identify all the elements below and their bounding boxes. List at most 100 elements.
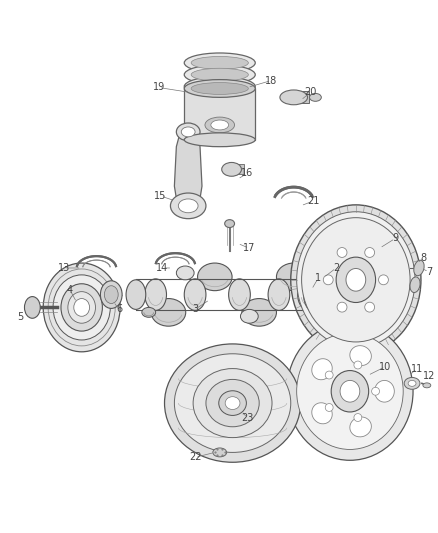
Ellipse shape [219,391,247,415]
Ellipse shape [423,383,431,388]
Ellipse shape [242,298,276,326]
Ellipse shape [408,381,416,386]
Ellipse shape [142,308,155,317]
Circle shape [371,387,379,395]
Ellipse shape [184,79,255,98]
Ellipse shape [53,275,110,340]
Circle shape [354,414,362,422]
Polygon shape [184,88,255,140]
Polygon shape [174,132,202,211]
Ellipse shape [184,65,255,85]
Ellipse shape [181,127,195,137]
Ellipse shape [25,296,40,318]
Ellipse shape [346,269,366,291]
Circle shape [337,247,347,257]
Ellipse shape [374,381,394,402]
Ellipse shape [61,284,102,331]
Ellipse shape [170,193,206,219]
Ellipse shape [206,379,259,427]
Text: 5: 5 [18,312,24,322]
Ellipse shape [184,53,255,72]
Ellipse shape [297,212,415,348]
Ellipse shape [225,220,234,228]
Ellipse shape [178,199,198,213]
Ellipse shape [331,370,369,412]
Ellipse shape [350,346,371,366]
Ellipse shape [312,403,332,424]
Circle shape [323,275,333,285]
Bar [289,92,308,103]
Ellipse shape [184,279,206,310]
Ellipse shape [297,333,403,449]
Circle shape [337,302,347,312]
Text: 11: 11 [411,364,423,374]
Circle shape [354,361,362,369]
Ellipse shape [298,279,319,310]
Circle shape [365,247,374,257]
Text: 15: 15 [154,191,167,201]
Text: 2: 2 [333,263,339,273]
Ellipse shape [74,298,89,316]
Ellipse shape [404,377,420,389]
Ellipse shape [291,205,421,355]
Text: 1: 1 [315,273,321,283]
Ellipse shape [268,279,290,310]
Text: 13: 13 [58,263,70,273]
Ellipse shape [222,163,241,176]
Ellipse shape [100,281,122,309]
Ellipse shape [336,257,375,303]
Ellipse shape [165,344,300,462]
Ellipse shape [287,322,413,461]
Ellipse shape [184,77,255,96]
Text: 14: 14 [156,263,169,273]
Ellipse shape [302,217,410,342]
Ellipse shape [191,68,248,81]
Ellipse shape [193,369,272,438]
Ellipse shape [280,90,307,105]
Circle shape [378,275,389,285]
Text: 8: 8 [421,253,427,263]
Ellipse shape [310,93,321,101]
Ellipse shape [174,354,291,453]
Ellipse shape [191,80,248,93]
Text: 16: 16 [241,168,254,179]
Ellipse shape [340,381,360,402]
Text: 17: 17 [243,243,255,253]
Ellipse shape [350,417,371,437]
Ellipse shape [213,448,226,457]
Text: 22: 22 [189,453,201,462]
Ellipse shape [177,123,200,141]
Text: 18: 18 [265,76,277,86]
Text: 23: 23 [241,413,254,423]
Ellipse shape [145,279,166,310]
Text: 9: 9 [392,233,399,244]
Bar [230,164,244,174]
Ellipse shape [126,280,146,309]
Circle shape [325,403,333,411]
Text: 19: 19 [152,83,165,93]
Ellipse shape [184,133,255,147]
Text: 20: 20 [304,87,317,98]
Ellipse shape [191,83,248,94]
Text: 3: 3 [192,304,198,314]
Text: 12: 12 [423,372,435,382]
Ellipse shape [229,279,251,310]
Text: 4: 4 [67,285,73,295]
Ellipse shape [205,117,234,133]
Ellipse shape [410,277,420,293]
Ellipse shape [304,276,329,313]
Circle shape [325,371,333,379]
Ellipse shape [198,263,232,290]
Ellipse shape [177,266,194,280]
Ellipse shape [191,56,248,69]
Ellipse shape [211,120,229,130]
Text: 7: 7 [426,267,432,277]
Ellipse shape [414,260,424,276]
Ellipse shape [225,397,240,409]
Ellipse shape [151,298,186,326]
Circle shape [365,302,374,312]
Text: 21: 21 [307,196,320,206]
Ellipse shape [276,263,311,290]
Text: 6: 6 [116,304,122,314]
Ellipse shape [240,309,258,323]
